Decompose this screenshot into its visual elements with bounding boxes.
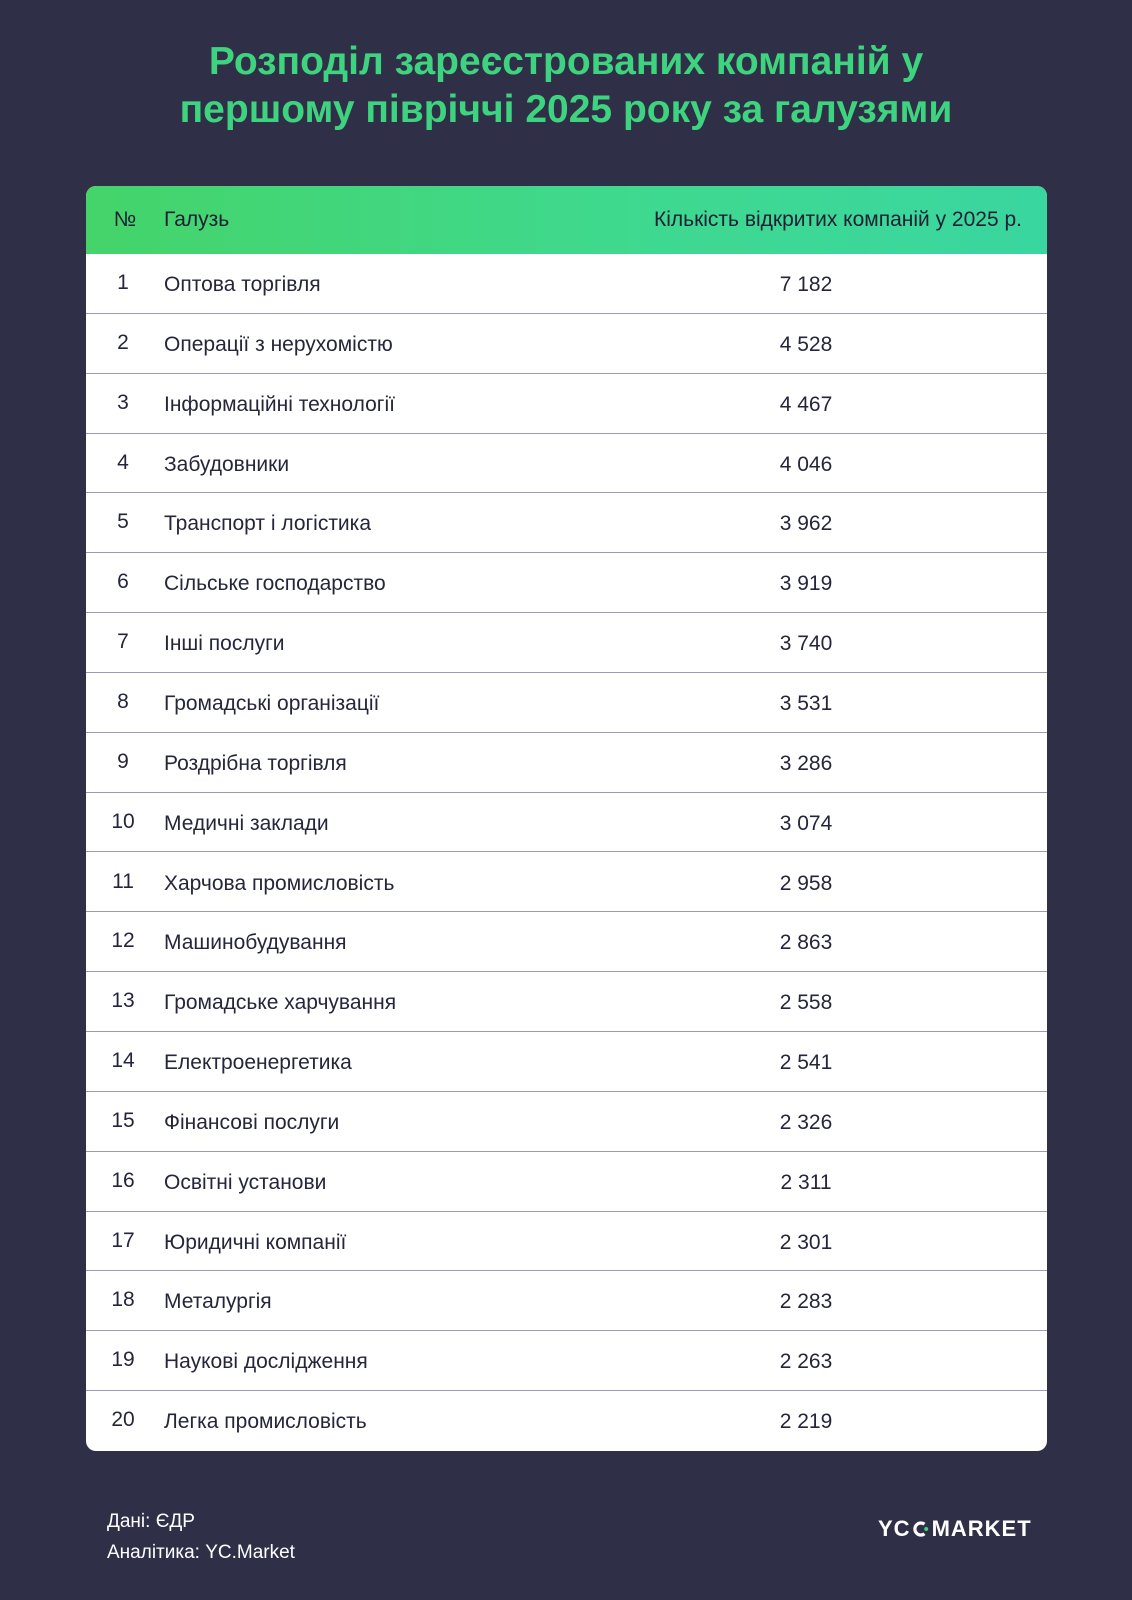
row-number: 7: [117, 630, 129, 654]
row-industry: Медичні заклади: [164, 811, 329, 835]
row-industry: Транспорт і логістика: [164, 512, 371, 536]
logo-mark-icon: [912, 1521, 928, 1537]
table-row: 16 Освітні установи 2 311: [86, 1152, 1047, 1212]
row-value: 3 531: [779, 691, 833, 715]
row-industry: Оптова торгівля: [164, 273, 321, 296]
logo-text-right: MARKET: [931, 1516, 1032, 1541]
row-industry: Роздрібна торгівля: [164, 751, 347, 775]
row-value: 2 301: [779, 1230, 833, 1254]
table-row: 13 Громадське харчування 2 558: [86, 972, 1047, 1033]
row-value: 2 558: [779, 991, 833, 1015]
row-value: 3 740: [779, 632, 833, 656]
table-row: 7 Інші послуги 3 740: [86, 613, 1047, 673]
footer-credits: Дані: ЄДР Аналітика: YC.Market: [107, 1506, 295, 1568]
row-number: 19: [111, 1348, 135, 1372]
table-row: 11 Харчова промисловість 2 958: [86, 853, 1047, 913]
row-value: 2 326: [779, 1110, 833, 1134]
logo-text-left: YC: [878, 1516, 911, 1541]
row-number: 3: [117, 390, 129, 414]
table-row: 2 Операції з нерухомістю 4 528: [86, 314, 1047, 374]
table-row: 8 Громадські організації 3 531: [86, 673, 1047, 733]
row-value: 3 074: [779, 811, 833, 835]
row-value: 2 863: [779, 931, 833, 955]
row-value: 4 528: [779, 332, 833, 356]
table-row: 17 Юридичні компанії 2 301: [86, 1212, 1047, 1272]
table-row: 1 Оптова торгівля 7 182: [86, 254, 1047, 314]
row-value: 3 919: [779, 572, 833, 596]
row-industry: Освітні установи: [164, 1170, 327, 1194]
row-number: 11: [112, 869, 134, 893]
row-industry: Громадські організації: [164, 691, 380, 715]
row-industry: Харчова промисловість: [164, 871, 395, 895]
row-number: 16: [111, 1168, 135, 1192]
row-number: 9: [117, 749, 129, 773]
row-value: 4 467: [779, 392, 833, 416]
row-number: 2: [117, 330, 129, 354]
table-row: 15 Фінансові послуги 2 326: [86, 1092, 1047, 1152]
row-value: 2 958: [779, 871, 833, 895]
row-value: 2 219: [779, 1410, 833, 1434]
header-industry: Галузь: [164, 208, 230, 231]
row-value: 3 962: [779, 512, 833, 536]
footer-analytics: Аналітика: YC.Market: [107, 1542, 295, 1563]
row-number: 8: [117, 689, 129, 713]
table-row: 10 Медичні заклади 3 074: [86, 793, 1047, 853]
row-industry: Машинобудування: [164, 931, 347, 955]
row-industry: Інформаційні технології: [164, 392, 395, 416]
row-industry: Легка промисловість: [164, 1410, 367, 1434]
row-number: 10: [111, 809, 135, 833]
row-number: 15: [111, 1108, 135, 1132]
table-row: 19 Наукові дослідження 2 263: [86, 1331, 1047, 1392]
footer-source: Дані: ЄДР: [107, 1511, 195, 1532]
row-industry: Інші послуги: [164, 632, 285, 656]
row-value: 2 283: [779, 1290, 833, 1314]
row-industry: Наукові дослідження: [164, 1350, 368, 1374]
table-row: 5 Транспорт і логістика 3 962: [86, 493, 1047, 554]
row-industry: Юридичні компанії: [164, 1230, 347, 1254]
row-industry: Операції з нерухомістю: [164, 332, 393, 356]
row-industry: Електроенергетика: [164, 1051, 352, 1075]
table-row: 6 Сільське господарство 3 919: [86, 553, 1047, 614]
page-title-line-2: першому півріччі 2025 року за галузями: [179, 88, 953, 131]
yc-market-logo: YC MARKET: [878, 1515, 1032, 1543]
table-row: 3 Інформаційні технології 4 467: [86, 374, 1047, 434]
row-value: 2 311: [780, 1170, 832, 1194]
row-industry: Металургія: [164, 1290, 272, 1314]
row-value: 2 263: [779, 1350, 833, 1374]
industry-table: № Галузь Кількість відкритих компаній у …: [86, 186, 1047, 1451]
row-industry: Сільське господарство: [164, 572, 386, 596]
row-number: 17: [111, 1228, 135, 1252]
row-industry: Забудовники: [164, 452, 290, 476]
table-row: 12 Машинобудування 2 863: [86, 912, 1047, 973]
table-row: 9 Роздрібна торгівля 3 286: [86, 733, 1047, 793]
row-number: 1: [117, 271, 129, 294]
row-number: 13: [111, 989, 135, 1013]
page-title: Розподіл зареєстрованих компаній у першо…: [0, 38, 1132, 134]
row-number: 6: [117, 570, 129, 594]
row-number: 12: [111, 929, 135, 953]
row-industry: Фінансові послуги: [164, 1110, 340, 1134]
row-value: 7 182: [779, 273, 833, 296]
table-header: № Галузь Кількість відкритих компаній у …: [86, 186, 1047, 254]
row-industry: Громадське харчування: [164, 991, 397, 1015]
row-number: 4: [117, 450, 129, 474]
row-number: 20: [111, 1408, 135, 1432]
row-value: 4 046: [779, 452, 833, 476]
table-row: 20 Легка промисловість 2 219: [86, 1391, 1047, 1451]
row-number: 18: [111, 1288, 135, 1312]
table-row: 4 Забудовники 4 046: [86, 434, 1047, 494]
table-row: 14 Електроенергетика 2 541: [86, 1032, 1047, 1092]
header-number: №: [113, 208, 137, 231]
table-row: 18 Металургія 2 283: [86, 1271, 1047, 1332]
row-value: 2 541: [779, 1051, 833, 1075]
header-value: Кількість відкритих компаній у 2025 р.: [653, 208, 1022, 231]
row-number: 5: [117, 510, 129, 534]
page-title-line-1: Розподіл зареєстрованих компаній у: [208, 40, 924, 83]
row-number: 14: [111, 1049, 135, 1073]
row-value: 3 286: [779, 751, 833, 775]
